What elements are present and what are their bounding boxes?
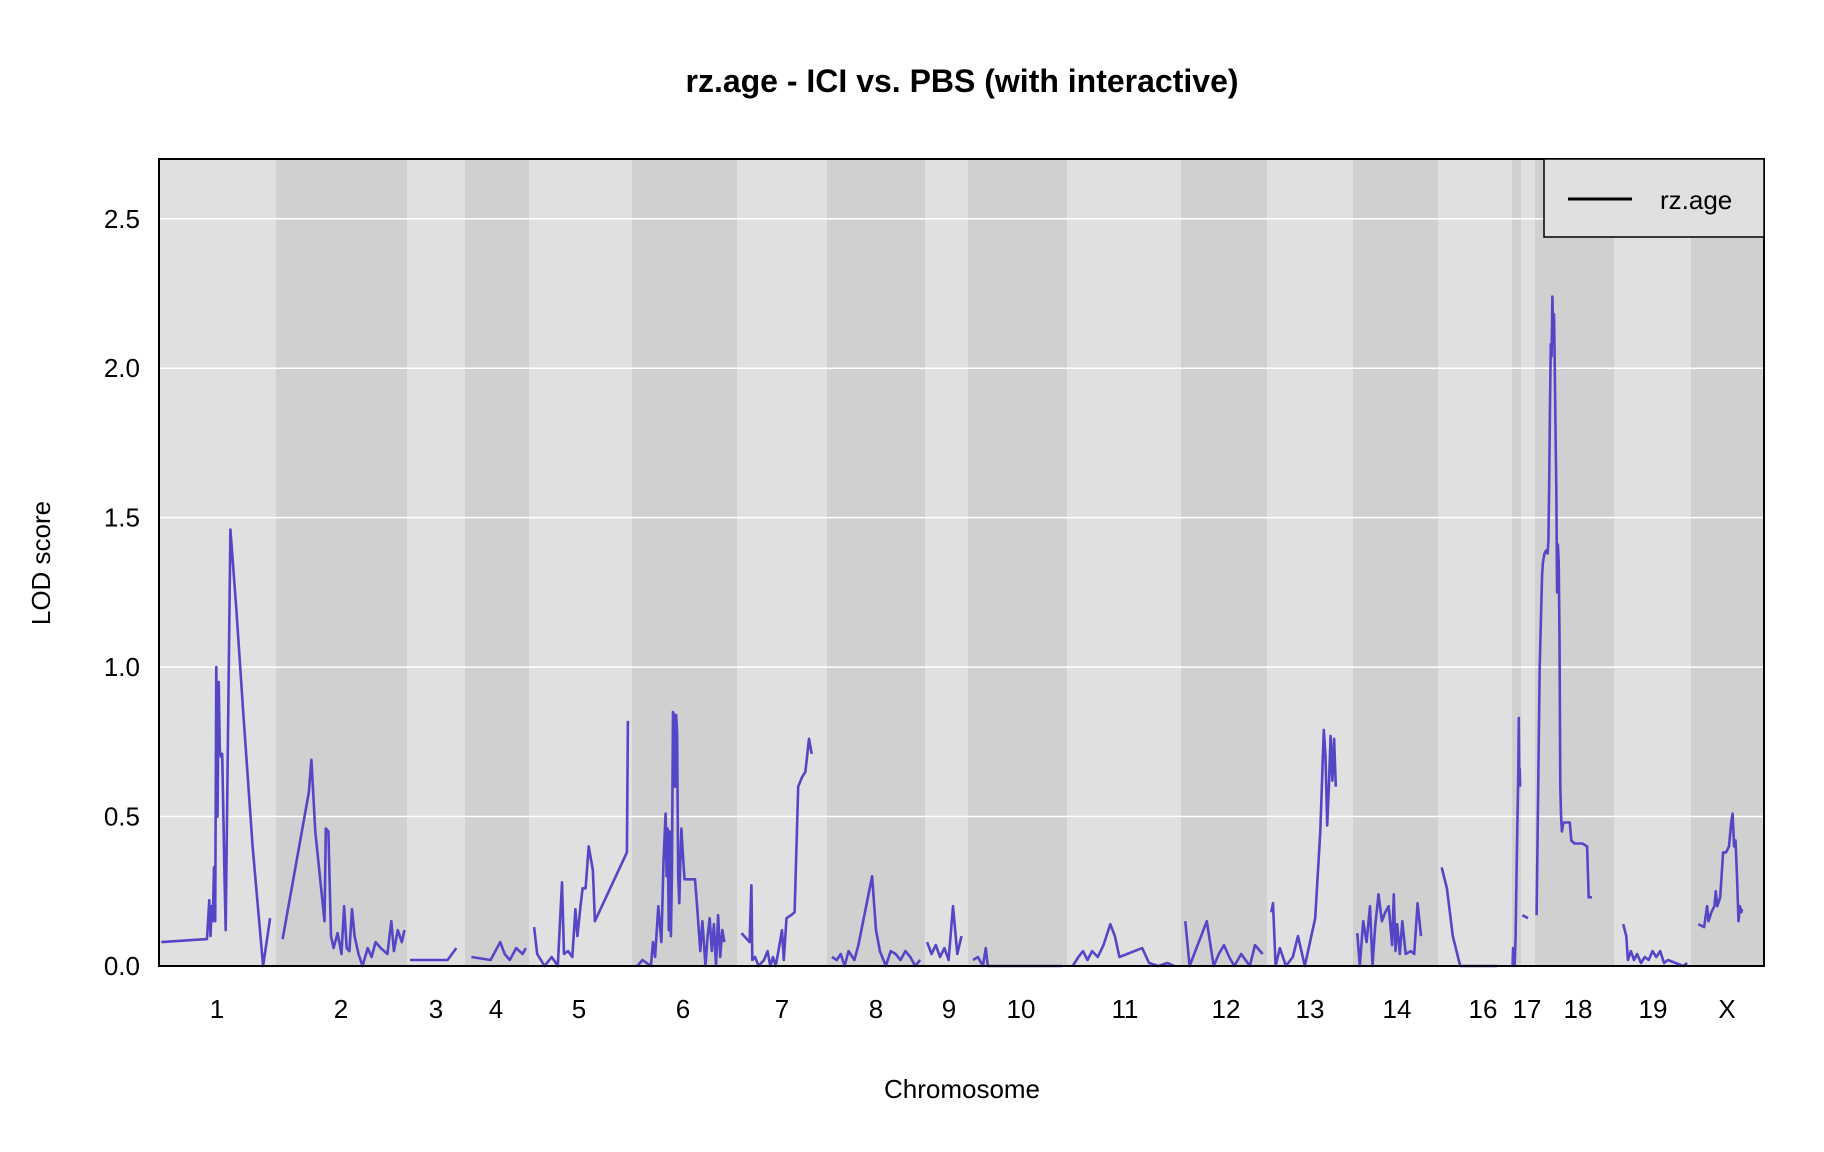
chromosome-band-7	[737, 159, 827, 966]
series-line-chr-X	[1697, 812, 1744, 929]
series-line-chr-19	[1621, 923, 1688, 968]
chromosome-band-17	[1521, 159, 1535, 966]
series-line-chr-3	[409, 947, 458, 962]
chromosome-band-8	[827, 159, 925, 966]
x-tick-label-chr-12: 12	[1212, 994, 1241, 1024]
x-tick-label-chr-5: 5	[572, 994, 586, 1024]
x-tick-label-chr-8: 8	[869, 994, 883, 1024]
plot-frame	[158, 158, 1765, 967]
series-line-chr-8	[831, 875, 922, 968]
chart-title: rz.age - ICI vs. PBS (with interactive)	[685, 63, 1238, 99]
series-line-chr-14	[1356, 893, 1423, 968]
chromosome-band-4	[465, 159, 529, 966]
x-tick-label-chr-14: 14	[1383, 994, 1412, 1024]
x-tick-label-chr-9: 9	[942, 994, 956, 1024]
y-tick-label: 2.0	[104, 353, 140, 383]
chromosome-band-2	[276, 159, 407, 966]
legend: rz.age	[1543, 158, 1765, 238]
x-tick-label-chr-3: 3	[429, 994, 443, 1024]
x-axis-label: Chromosome	[884, 1074, 1040, 1104]
chromosome-band-9	[925, 159, 968, 966]
legend-label-rz-age: rz.age	[1660, 185, 1732, 215]
x-tick-label-chr-19: 19	[1639, 994, 1668, 1024]
series-line-chr-17	[1521, 914, 1529, 920]
x-tick-label-chr-18: 18	[1564, 994, 1593, 1024]
x-tick-label-chr-X: X	[1718, 994, 1735, 1024]
chromosome-band-15	[1438, 159, 1512, 966]
series-line-chr-1	[161, 528, 272, 968]
y-tick-label: 2.5	[104, 204, 140, 234]
chromosome-band-13	[1267, 159, 1353, 966]
y-axis: 0.0 0.5 1.0 1.5 2.0 2.5	[104, 204, 140, 981]
y-tick-label: 1.5	[104, 503, 140, 533]
x-tick-label-chr-1: 1	[210, 994, 224, 1024]
series-line-chr-6	[636, 710, 726, 968]
x-tick-label-chr-10: 10	[1007, 994, 1036, 1024]
chromosome-band-18	[1535, 159, 1614, 966]
x-tick-label-chr-7: 7	[775, 994, 789, 1024]
chromosome-band-X	[1691, 159, 1764, 966]
chromosome-band-6	[632, 159, 737, 966]
x-tick-label-chr-4: 4	[489, 994, 503, 1024]
series-line-chr-12	[1184, 919, 1264, 968]
chromosome-band-19	[1614, 159, 1691, 966]
chromosome-band-1	[159, 159, 276, 966]
y-axis-label: LOD score	[26, 501, 56, 625]
x-tick-label-chr-13: 13	[1296, 994, 1325, 1024]
series-line-chr-9	[925, 904, 963, 962]
x-tick-label-chr-2: 2	[334, 994, 348, 1024]
chromosome-band-10	[968, 159, 1067, 966]
series-line-chr-16	[1511, 716, 1522, 968]
x-tick-label-chr-11: 11	[1112, 994, 1139, 1024]
series-line-chr-7	[740, 737, 813, 968]
series-line-chr-5	[532, 720, 630, 968]
x-tick-label-chr-17: 17	[1513, 994, 1542, 1024]
y-tick-label: 0.0	[104, 951, 140, 981]
series-line-chr-4	[471, 940, 527, 962]
chromosome-band-12	[1181, 159, 1267, 966]
chromosome-band-16	[1512, 159, 1521, 966]
series-line-chr-2	[281, 758, 406, 968]
series-line-chr-13	[1270, 728, 1338, 968]
x-tick-label-chr-6: 6	[676, 994, 690, 1024]
chromosome-band-5	[529, 159, 632, 966]
chromosome-bands	[159, 159, 1764, 966]
x-axis: 1 2 3 4 5 6 7 8 9 10 11 12 13 14 16 17 18 19 X	[210, 994, 1736, 1024]
chromosome-band-3	[407, 159, 465, 966]
y-tick-label: 0.5	[104, 802, 140, 832]
series-line-chr-18	[1535, 295, 1592, 916]
chromosome-band-11	[1067, 159, 1181, 966]
chromosome-band-14	[1353, 159, 1438, 966]
grid-lines	[159, 218, 1764, 818]
y-tick-label: 1.0	[104, 652, 140, 682]
series-rz-age	[161, 295, 1744, 968]
x-tick-label-chr-16: 16	[1469, 994, 1498, 1024]
